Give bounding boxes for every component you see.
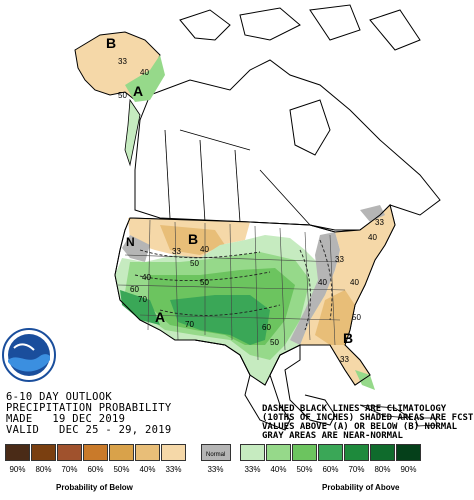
legend-swatch-above-50	[292, 444, 317, 461]
contour-label: 40	[350, 278, 359, 287]
legend-pct-above: 70%	[348, 465, 365, 474]
legend-pct-above: 80%	[374, 465, 391, 474]
contour-label: 60	[262, 323, 271, 332]
province-lines	[164, 129, 311, 226]
legend-pct-below: 60%	[87, 465, 104, 474]
legend-swatch-below-90	[5, 444, 30, 461]
canada-landmass	[134, 59, 441, 231]
legend-swatch-above-33	[240, 444, 265, 461]
contour-label: 40	[200, 245, 209, 254]
legend-swatch-normal	[201, 444, 231, 461]
legend-swatch-above-70	[344, 444, 369, 461]
legend-swatch-below-80	[31, 444, 56, 461]
contour-label: 70	[185, 320, 194, 329]
legend-swatch-below-70	[57, 444, 82, 461]
legend-swatch-above-80	[370, 444, 395, 461]
legend-normal-label: Normal	[206, 452, 226, 458]
legend-note-line: (10THS OF INCHES) SHADED AREAS ARE FCST	[262, 413, 474, 423]
contour-label: 50	[270, 338, 279, 347]
legend-swatch-below-60	[83, 444, 108, 461]
contour-label: 33	[335, 255, 344, 264]
contour-label: 70	[138, 295, 147, 304]
arctic-islands	[179, 4, 421, 51]
legend-pct-below: 40%	[139, 465, 156, 474]
alaska-panhandle	[124, 98, 141, 167]
legend-pct-above: 90%	[400, 465, 417, 474]
legend-note-line: GRAY AREAS ARE NEAR-NORMAL	[262, 431, 403, 441]
se-b-label: B	[343, 330, 353, 346]
legend-above-caption: Probability of Above	[322, 483, 400, 492]
legend-below-caption: Probability of Below	[56, 483, 133, 492]
valid-dates: VALID DEC 25 - 29, 2019	[6, 424, 172, 436]
legend-swatch-above-40	[266, 444, 291, 461]
sw-a-label: A	[155, 309, 165, 325]
contour-label: 40	[142, 273, 151, 282]
alaska-b-label: B	[106, 35, 116, 51]
contour-label: 33	[172, 247, 181, 256]
alaska-above	[125, 55, 165, 102]
legend-note-line: VALUES ABOVE (A) OR BELOW (B) NORMAL	[262, 422, 458, 432]
contour-label: 50	[352, 313, 361, 322]
outlook-title: 6-10 DAY OUTLOOK	[6, 391, 112, 403]
legend-swatch-above-60	[318, 444, 343, 461]
legend-swatch-below-40	[135, 444, 160, 461]
hudson-bay	[289, 99, 331, 156]
contour-label: 60	[130, 285, 139, 294]
hispaniola	[414, 417, 438, 427]
legend-pct-below: 50%	[113, 465, 130, 474]
contour-label: 50	[190, 259, 199, 268]
contour-label: 40	[140, 68, 149, 77]
contour-label: 40	[368, 233, 377, 242]
contour-label: 33	[118, 57, 127, 66]
legend-pct-below: 33%	[165, 465, 182, 474]
made-date: MADE 19 DEC 2019	[6, 413, 126, 425]
legend-swatch-above-90	[396, 444, 421, 461]
outlook-subtitle: PRECIPITATION PROBABILITY	[6, 402, 172, 414]
conus	[114, 204, 396, 390]
cuba	[359, 404, 412, 419]
contour-label: 33	[340, 355, 349, 364]
west-n-label: N	[126, 235, 135, 249]
legend-pct-above: 40%	[270, 465, 287, 474]
legend-pct-above: 33%	[244, 465, 261, 474]
legend-pct-above: 60%	[322, 465, 339, 474]
contour-label: 50	[200, 278, 209, 287]
mexico	[175, 339, 336, 431]
legend-note-line: DASHED BLACK LINES ARE CLIMATOLOGY	[262, 404, 447, 414]
legend-swatch-below-50	[109, 444, 134, 461]
legend-pct-below: 70%	[61, 465, 78, 474]
alaska-a-label: A	[133, 83, 143, 99]
west-b-label: B	[188, 231, 198, 247]
legend-swatch-below-33	[161, 444, 186, 461]
legend-pct-above: 50%	[296, 465, 313, 474]
legend-pct-below: 80%	[35, 465, 52, 474]
legend-pct-normal: 33%	[207, 465, 224, 474]
contour-label: 40	[318, 278, 327, 287]
contour-label: 33	[375, 218, 384, 227]
contour-label: 50	[118, 91, 127, 100]
noaa-logo	[2, 328, 56, 382]
legend-pct-below: 90%	[9, 465, 26, 474]
